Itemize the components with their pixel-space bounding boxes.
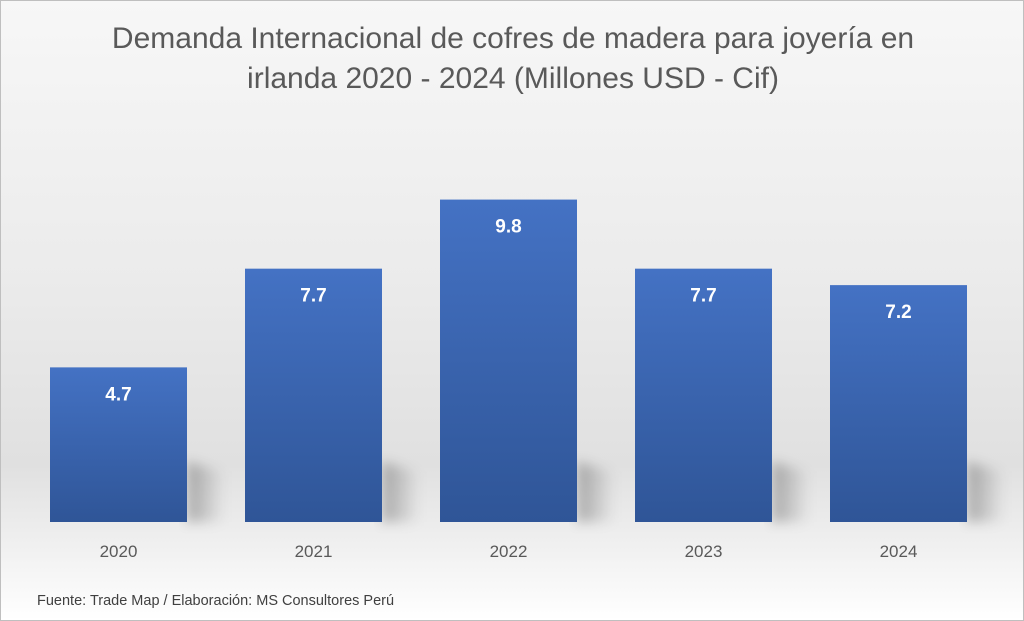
bar-2021 [245,268,382,522]
x-tick-label-2023: 2023 [685,542,723,561]
bars [50,199,967,522]
bar-shadow-2022 [577,462,615,522]
bar-shadows [187,462,1005,522]
bar-shadow-2021 [382,462,420,522]
bar-2024 [830,285,967,522]
data-label-2020: 4.7 [105,384,131,405]
source-note: Fuente: Trade Map / Elaboración: MS Cons… [37,593,395,609]
chart-title: Demanda Internacional de cofres de mader… [111,22,915,95]
x-tick-label-2022: 2022 [490,542,528,561]
bar-2022 [440,199,577,522]
x-tick-label-2021: 2021 [295,542,333,561]
bar-2023 [635,268,772,522]
bar-2020 [50,367,187,522]
x-tick-label-2020: 2020 [100,542,138,561]
bar-shadow-2020 [187,462,225,522]
data-label-2023: 7.7 [690,286,716,307]
data-label-2021: 7.7 [300,286,326,307]
x-axis-tick-labels: 2020 2021 2022 2023 2024 [100,542,918,561]
x-tick-label-2024: 2024 [880,542,918,561]
bar-shadow-2024 [967,462,1005,522]
data-labels: 4.7 7.7 9.8 7.7 7.2 [105,217,911,406]
data-label-2022: 9.8 [495,217,521,238]
data-label-2024: 7.2 [885,302,911,323]
bar-shadow-2023 [772,462,810,522]
